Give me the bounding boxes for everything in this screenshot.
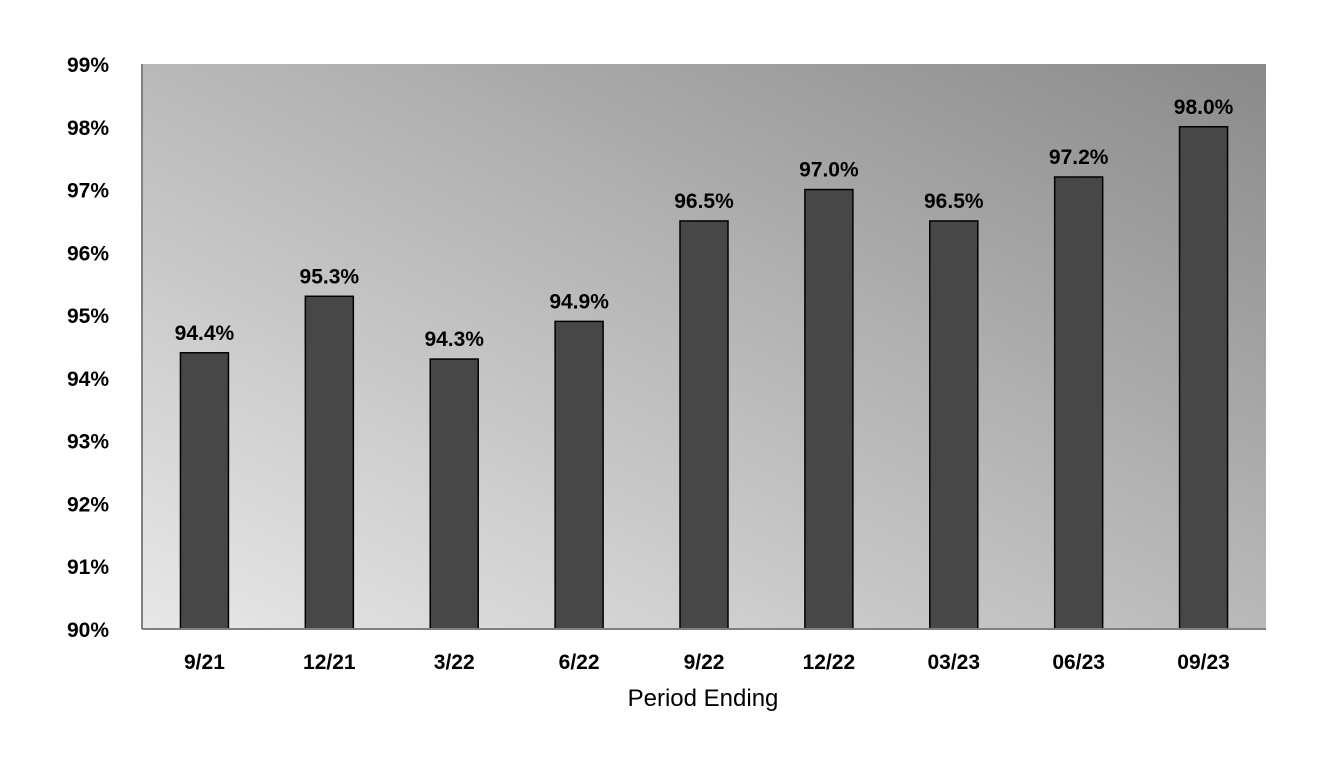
x-axis-ticks: 9/21 12/21 3/22 6/22 9/22 12/22 03/23 06/23 09/2… xyxy=(184,651,1230,674)
bar-9 xyxy=(1178,126,1229,630)
y-tick-label-2: 91% xyxy=(67,556,109,579)
x-tick-label-3: 3/22 xyxy=(434,651,475,674)
x-axis-title: Period Ending xyxy=(628,685,779,712)
x-tick-label-2: 12/21 xyxy=(303,651,356,674)
bar-4 xyxy=(554,320,604,630)
y-tick-label-7: 96% xyxy=(67,242,109,265)
y-tick-label-5: 94% xyxy=(67,368,109,391)
bar-5 xyxy=(679,220,729,630)
bar-1 xyxy=(179,352,230,630)
y-tick-label-3: 92% xyxy=(67,493,109,516)
data-label-3: 94.3% xyxy=(424,328,484,351)
x-tick-label-1: 9/21 xyxy=(184,651,225,674)
bar-2 xyxy=(304,295,355,630)
x-tick-label-9: 09/23 xyxy=(1177,651,1230,674)
bar-3 xyxy=(429,358,479,630)
data-label-1: 94.4% xyxy=(175,322,235,345)
data-label-8: 97.2% xyxy=(1049,146,1109,169)
data-label-2: 95.3% xyxy=(300,265,360,288)
y-tick-label-10: 99% xyxy=(67,54,109,77)
y-tick-label-8: 97% xyxy=(67,180,109,203)
data-label-6: 97.0% xyxy=(799,159,859,182)
bars xyxy=(179,126,1229,630)
data-label-4: 94.9% xyxy=(549,290,609,313)
y-tick-label-4: 93% xyxy=(67,431,109,454)
data-labels: 94.4% 95.3% 94.3% 94.9% 96.5% 97.0% 96.5% 97.2%… xyxy=(175,96,1234,351)
bar-7 xyxy=(929,220,979,630)
x-tick-label-5: 9/22 xyxy=(684,651,725,674)
x-tick-label-7: 03/23 xyxy=(927,651,980,674)
data-label-5: 96.5% xyxy=(674,190,734,213)
x-tick-label-4: 6/22 xyxy=(559,651,600,674)
x-tick-label-6: 12/22 xyxy=(803,651,856,674)
y-axis-ticks: 90% 91% 92% 93% 94% 95% 96% 97% 98% 99% xyxy=(67,54,109,642)
bar-8 xyxy=(1053,176,1104,630)
y-tick-label-1: 90% xyxy=(67,619,109,642)
y-tick-label-6: 95% xyxy=(67,305,109,328)
x-tick-label-8: 06/23 xyxy=(1052,651,1105,674)
y-tick-label-9: 98% xyxy=(67,117,109,140)
data-label-7: 96.5% xyxy=(924,190,984,213)
data-label-9: 98.0% xyxy=(1174,96,1234,119)
bar-6 xyxy=(804,188,854,630)
